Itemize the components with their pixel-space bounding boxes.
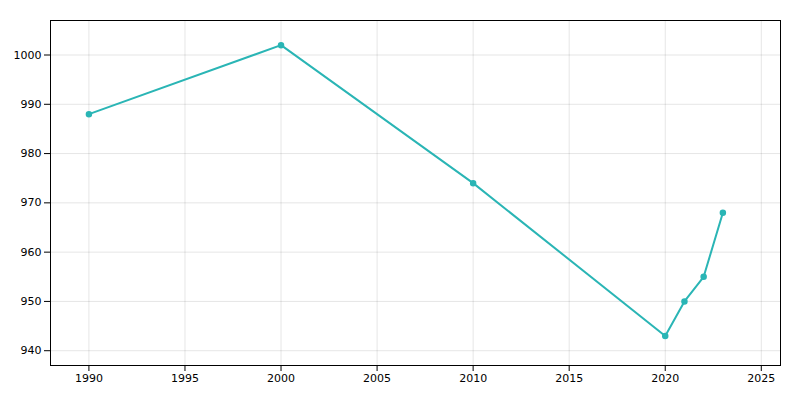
svg-text:1000: 1000: [14, 49, 42, 62]
svg-text:2005: 2005: [363, 372, 391, 385]
svg-text:2025: 2025: [747, 372, 775, 385]
svg-text:2020: 2020: [651, 372, 679, 385]
svg-text:990: 990: [21, 98, 42, 111]
svg-text:1995: 1995: [171, 372, 199, 385]
svg-text:970: 970: [21, 196, 42, 209]
svg-text:2000: 2000: [267, 372, 295, 385]
svg-text:940: 940: [21, 344, 42, 357]
svg-text:1990: 1990: [75, 372, 103, 385]
svg-text:2010: 2010: [459, 372, 487, 385]
svg-text:950: 950: [21, 295, 42, 308]
svg-text:980: 980: [21, 147, 42, 160]
svg-text:960: 960: [21, 246, 42, 259]
svg-text:2015: 2015: [555, 372, 583, 385]
